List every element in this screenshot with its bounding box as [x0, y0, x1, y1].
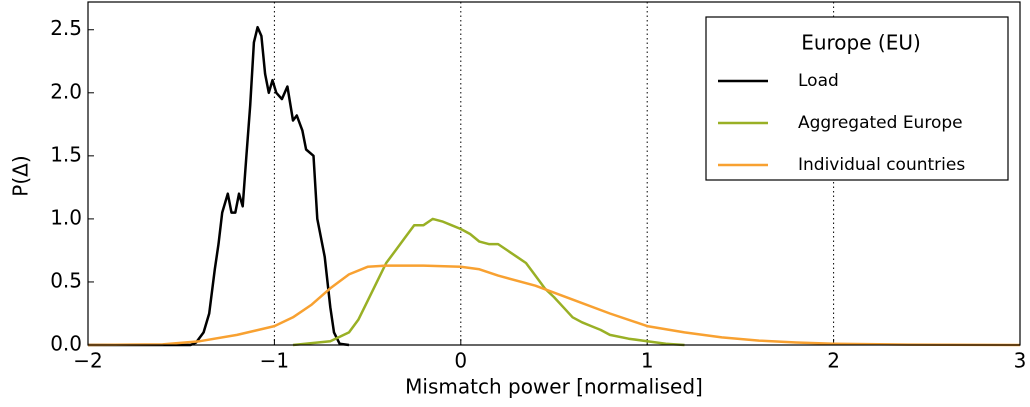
y-tick-label: 1.0: [50, 205, 82, 229]
plot-frame: [87, 1, 1021, 346]
legend-box: [705, 16, 1009, 181]
y-tick-label: 2.5: [50, 16, 82, 40]
legend-label: Aggregated Europe: [798, 113, 963, 133]
legend-title: Europe (EU): [801, 31, 921, 55]
x-tick-label: 2: [827, 349, 840, 373]
x-tick-label: 3: [1014, 349, 1027, 373]
y-tick-label: 0.5: [50, 268, 82, 292]
x-tick-label: 1: [641, 349, 654, 373]
series-line: [87, 264, 1021, 347]
x-tick-label: 0: [454, 349, 467, 373]
y-tick-label: 1.5: [50, 142, 82, 166]
series-line: [88, 25, 350, 347]
y-tick-label: 0.0: [50, 332, 82, 356]
series-line: [292, 217, 685, 347]
y-tick-label: 2.0: [50, 79, 82, 103]
x-axis-label: Mismatch power [normalised]: [405, 375, 703, 399]
x-tick-label: −2: [73, 349, 102, 373]
legend-label: Load: [798, 71, 839, 91]
legend-label: Individual countries: [798, 155, 965, 175]
y-axis-label: P(Δ): [9, 155, 33, 196]
x-tick-label: −1: [260, 349, 289, 373]
